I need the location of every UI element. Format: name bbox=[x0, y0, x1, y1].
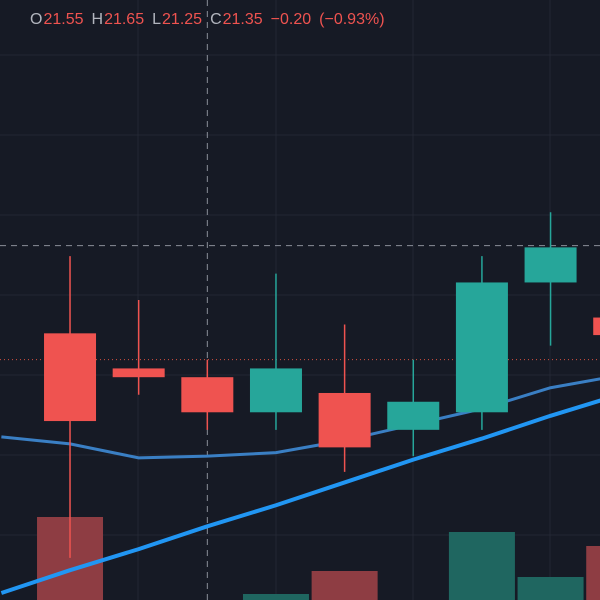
legend-key: O bbox=[30, 11, 43, 28]
legend-value: 21.35 bbox=[222, 11, 263, 28]
candle-body bbox=[249, 368, 302, 413]
candle-body bbox=[318, 392, 371, 448]
legend-value: 21.65 bbox=[104, 11, 145, 28]
volume-bar bbox=[586, 546, 600, 600]
ohlc-legend: O21.55 H21.65 L21.25 C21.35 −0.20 (−0.93%) bbox=[30, 11, 385, 29]
candle-body bbox=[593, 317, 600, 336]
candle-body bbox=[524, 247, 577, 283]
legend-key: L bbox=[152, 11, 162, 28]
ma-line bbox=[1, 377, 600, 460]
volume-bar bbox=[448, 532, 515, 600]
candle-body bbox=[112, 368, 165, 378]
ma-line bbox=[0, 398, 600, 595]
volume-layer bbox=[37, 517, 600, 600]
candle-body bbox=[387, 401, 440, 430]
legend-value: 21.25 bbox=[162, 11, 203, 28]
legend-change: −0.20 bbox=[270, 11, 312, 28]
legend-change-pct: (−0.93%) bbox=[319, 11, 385, 28]
candle-body bbox=[44, 333, 97, 422]
legend-value: 21.55 bbox=[43, 11, 84, 28]
legend-key: C bbox=[210, 11, 222, 28]
volume-bar bbox=[517, 577, 584, 600]
volume-bar bbox=[242, 594, 309, 600]
volume-bar bbox=[311, 571, 378, 600]
legend-key: H bbox=[91, 11, 104, 28]
candle-body bbox=[455, 282, 508, 413]
candle-body bbox=[181, 377, 234, 413]
